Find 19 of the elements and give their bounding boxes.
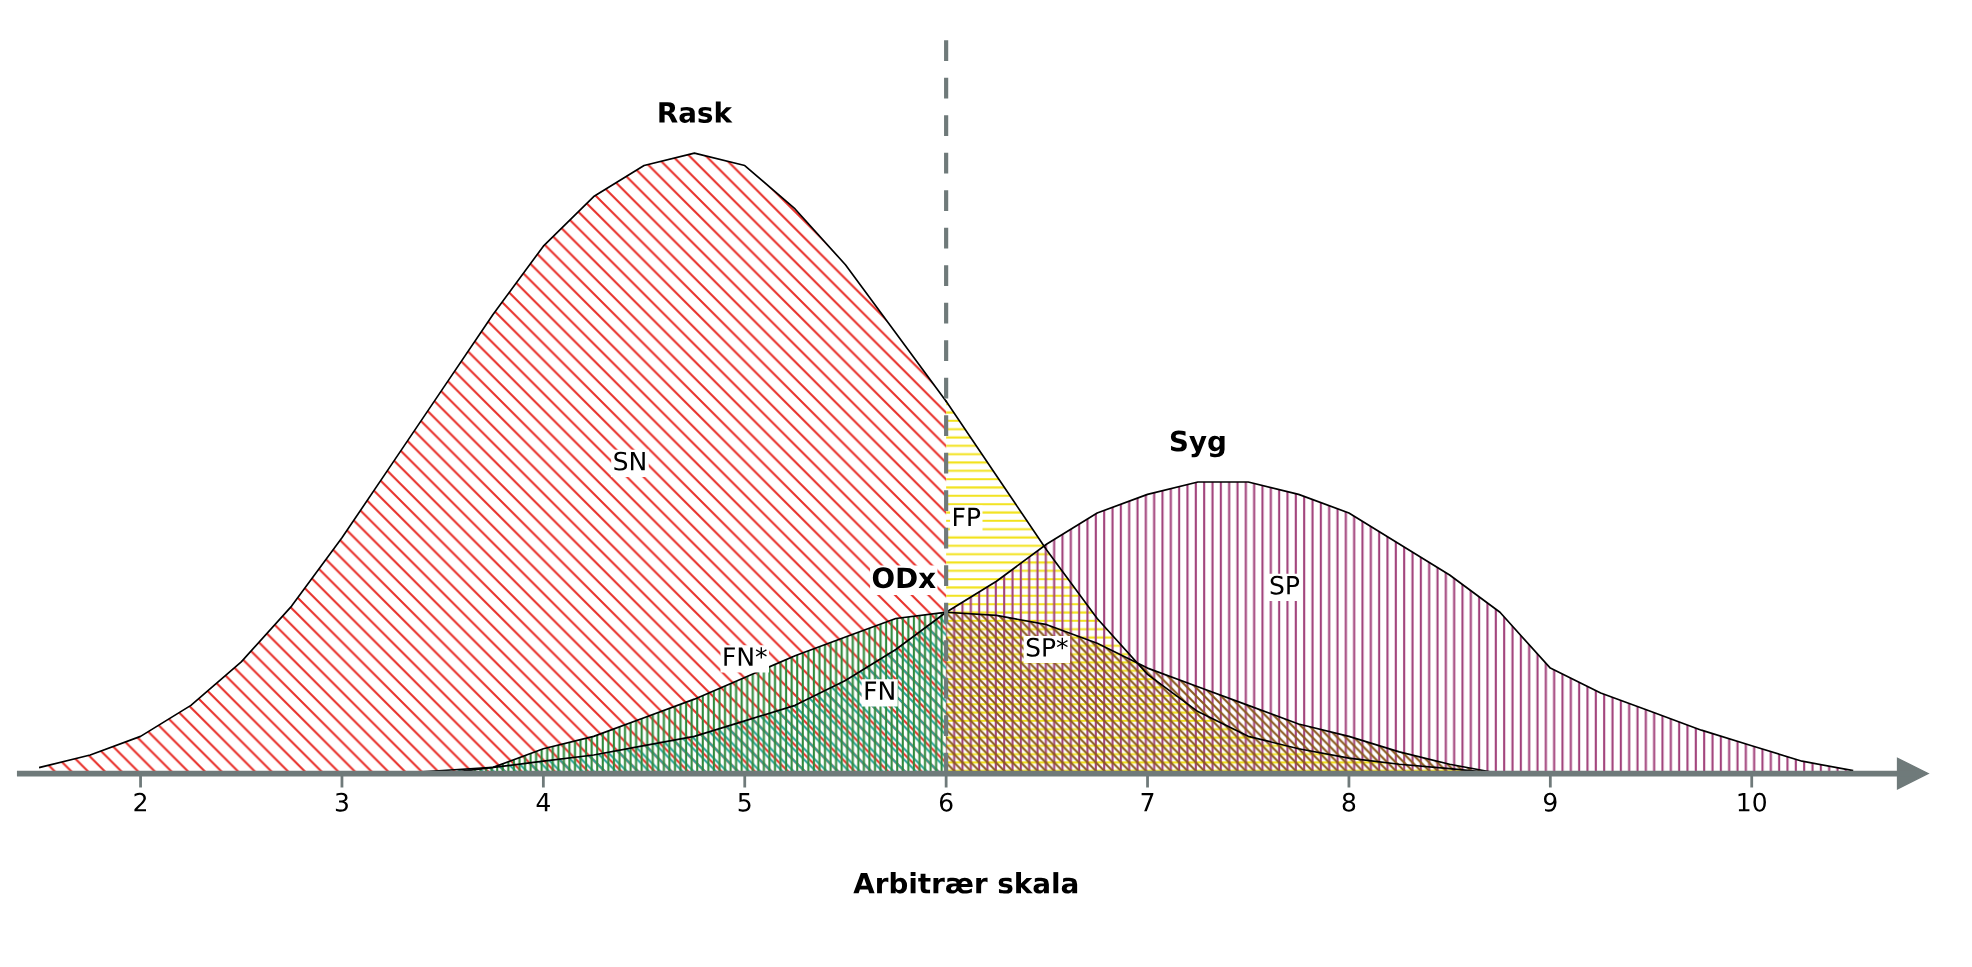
x-tick-label: 6 bbox=[939, 792, 953, 812]
x-tick-label: 10 bbox=[1738, 792, 1766, 812]
x-tick-label: 9 bbox=[1543, 792, 1557, 812]
annotation: SP* bbox=[1026, 637, 1068, 657]
x-tick-label: 8 bbox=[1342, 792, 1356, 812]
x-tick-label: 5 bbox=[738, 793, 751, 812]
x-tick-label: 2 bbox=[134, 792, 147, 812]
annotation: FP bbox=[954, 507, 981, 527]
x-axis-title: Arbitrær skala bbox=[853, 872, 1078, 894]
annotation: FN* bbox=[724, 647, 767, 666]
annotation: FN bbox=[865, 681, 894, 700]
annotation: SN bbox=[614, 451, 645, 471]
series-label: Syg bbox=[1170, 430, 1225, 458]
x-tick-label: 7 bbox=[1141, 793, 1154, 812]
annotation: SP bbox=[1270, 575, 1300, 595]
x-tick-label: 3 bbox=[335, 792, 348, 812]
series-label: Rask bbox=[659, 101, 733, 123]
x-tick-label: 4 bbox=[536, 793, 550, 812]
series-label: ODx bbox=[872, 567, 936, 589]
